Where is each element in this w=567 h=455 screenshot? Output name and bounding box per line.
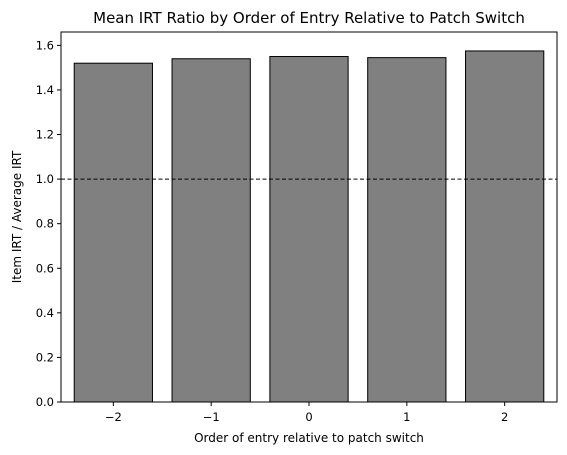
x-tick-label: −1 <box>203 410 220 424</box>
y-tick-label: 0.8 <box>36 217 54 231</box>
x-tick-label: −2 <box>105 410 122 424</box>
bar <box>171 58 251 403</box>
plot-area: −2 −1 0 1 2 0.0 0.2 0.4 0.6 0.8 1.0 1.2 1.4 1.6 <box>36 31 558 424</box>
x-tick-label: 0 <box>305 410 312 424</box>
y-tick-label: 1.0 <box>36 172 54 186</box>
x-tick-label: 1 <box>403 410 410 424</box>
bar <box>367 57 447 403</box>
y-tick-label: 0.0 <box>36 395 54 409</box>
y-tick-label: 1.6 <box>36 38 54 52</box>
bar <box>465 50 545 403</box>
x-axis-label: Order of entry relative to patch switch <box>194 431 424 445</box>
y-tick-label: 0.4 <box>36 306 54 320</box>
bar <box>269 56 349 403</box>
y-tick-label: 1.2 <box>36 128 54 142</box>
bar <box>73 62 153 403</box>
chart-title: Mean IRT Ratio by Order of Entry Relativ… <box>93 9 525 27</box>
y-tick-label: 0.2 <box>36 350 54 364</box>
y-tick-label: 1.4 <box>36 83 54 97</box>
y-axis-label: Item IRT / Average IRT <box>10 150 24 283</box>
x-tick-label: 2 <box>501 410 508 424</box>
y-tick-label: 0.6 <box>36 261 54 275</box>
